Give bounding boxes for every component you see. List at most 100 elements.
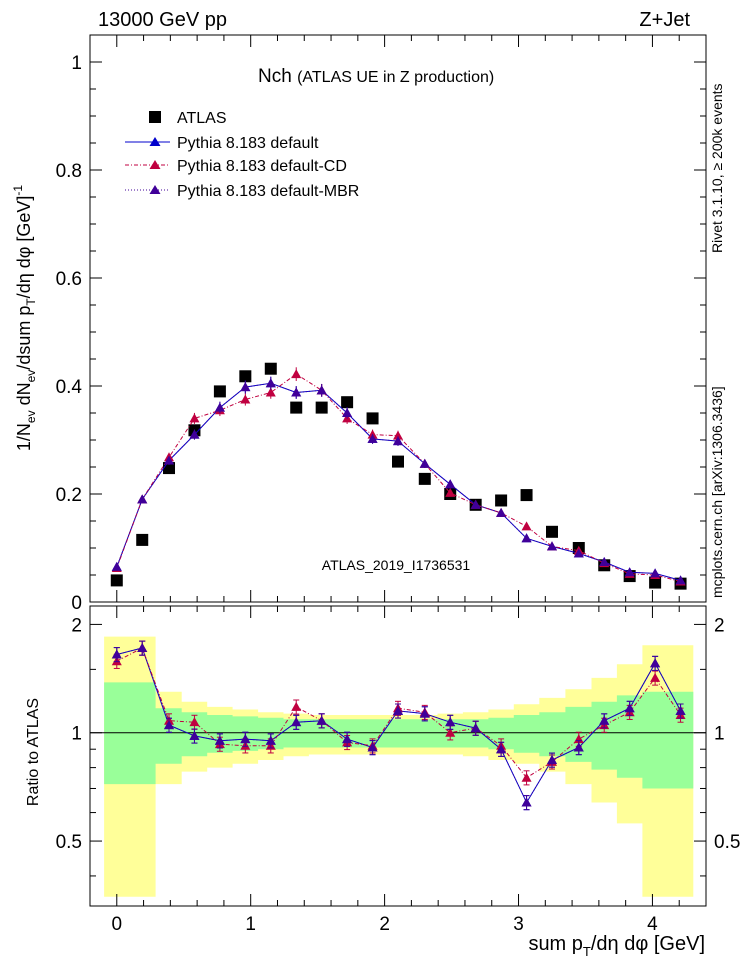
point-mbr <box>599 557 610 567</box>
point-cd <box>189 413 200 423</box>
point-mbr <box>393 436 403 446</box>
legend-item-cd: Pythia 8.183 default-CD <box>125 158 347 175</box>
ratio-point-mbr <box>214 735 225 745</box>
ratio-y-tick-label: 2 <box>71 615 82 636</box>
ratio-point-mbr <box>111 649 122 659</box>
ratio-point-mbr <box>445 717 456 727</box>
energy-label: 13000 GeV pp <box>98 9 227 31</box>
ratio-point-mbr <box>393 705 403 715</box>
ratio-point-mbr <box>137 642 148 652</box>
atlas-point <box>341 396 354 409</box>
ratio-point-mbr <box>573 742 584 752</box>
point-cd <box>445 487 456 497</box>
point-mbr <box>189 429 200 439</box>
legend-label-mbr: Pythia 8.183 default-MBR <box>177 183 359 200</box>
ratio-point-cd <box>291 701 302 711</box>
point-mbr <box>547 541 557 551</box>
point-mbr <box>164 455 175 465</box>
point-mbr <box>521 533 532 543</box>
atlas-point <box>110 574 123 587</box>
point-cd <box>240 394 251 404</box>
point-mbr <box>291 387 302 397</box>
atlas-point <box>366 412 379 425</box>
x-tick-label: 1 <box>245 914 256 935</box>
x-tick-label: 3 <box>513 914 524 935</box>
watermark: ATLAS_2019_I1736531 <box>322 557 471 573</box>
y-tick-label: 1 <box>71 53 82 74</box>
atlas-point <box>213 385 226 398</box>
series-line-cd <box>116 373 681 582</box>
series-line-default <box>116 382 681 581</box>
main-y-axis-label: 1/Nev dNev/dsum pT/dη dφ [GeV]-1 <box>11 185 38 452</box>
ratio-y-tick-label: 1 <box>71 724 82 745</box>
x-tick-label: 0 <box>111 914 122 935</box>
atlas-point <box>264 362 277 375</box>
point-mbr <box>470 499 481 509</box>
point-mbr <box>675 575 686 585</box>
ratio-point-mbr <box>164 720 175 730</box>
atlas-point <box>239 370 252 383</box>
atlas-point <box>392 455 404 468</box>
legend: ATLAS Pythia 8.183 default Pythia 8.183 … <box>125 110 359 200</box>
ratio-point-mbr <box>291 717 302 727</box>
atlas-point <box>136 533 149 546</box>
point-cd <box>521 521 532 531</box>
ratio-point-mbr <box>521 797 532 807</box>
ratio-point-mbr <box>599 715 610 725</box>
ratio-point-mbr <box>470 723 481 733</box>
legend-label-cd: Pythia 8.183 default-CD <box>177 158 347 175</box>
ratio-point-mbr <box>650 658 661 668</box>
ratio-point-cd <box>650 672 661 682</box>
ratio-point-cd <box>445 727 456 737</box>
ratio-y-tick-label-right: 1 <box>714 724 725 745</box>
ratio-point-mbr <box>675 705 686 715</box>
x-axis-label: sum pT/dη dφ [GeV] <box>528 933 705 959</box>
ratio-y-tick-label-right: 2 <box>714 615 725 636</box>
legend-label-default: Pythia 8.183 default <box>177 135 319 152</box>
source-label: mcplots.cern.ch [arXiv:1306.3436] <box>709 386 725 598</box>
atlas-point <box>649 576 662 589</box>
atlas-point <box>495 494 508 507</box>
process-label: Z+Jet <box>639 9 690 31</box>
atlas-point <box>546 525 558 538</box>
atlas-point <box>290 401 303 414</box>
ratio-point-mbr <box>419 708 430 718</box>
uncertainty-band-outer <box>104 636 694 897</box>
point-mbr <box>445 479 456 489</box>
x-tick-label: 4 <box>647 914 658 935</box>
y-tick-label: 0 <box>71 593 82 614</box>
y-tick-label: 0.8 <box>56 161 82 182</box>
y-tick-label: 0.4 <box>56 377 83 398</box>
ratio-y-axis-label: Ratio to ATLAS <box>25 698 42 806</box>
point-cd <box>265 387 276 397</box>
point-mbr <box>342 408 353 417</box>
ratio-point-mbr <box>316 715 327 725</box>
point-mbr <box>367 433 378 443</box>
ratio-point-mbr <box>496 744 507 754</box>
legend-item-mbr: Pythia 8.183 default-MBR <box>125 183 359 200</box>
ratio-point-cd <box>189 717 200 727</box>
y-tick-label: 0.2 <box>56 485 82 506</box>
point-mbr <box>316 385 327 395</box>
point-mbr <box>419 458 430 468</box>
ratio-point-mbr <box>265 735 276 745</box>
point-mbr <box>573 548 584 558</box>
rivet-label: Rivet 3.1.10, ≥ 200k events <box>709 83 725 253</box>
legend-item-atlas: ATLAS <box>149 110 227 127</box>
point-mbr <box>111 561 122 571</box>
x-tick-label: 2 <box>379 914 390 935</box>
point-mbr <box>650 568 661 578</box>
point-cd <box>393 430 403 440</box>
point-cd <box>291 369 302 379</box>
point-mbr <box>214 402 225 412</box>
series-line-mbr <box>116 382 681 581</box>
uncertainty-band-inner <box>104 682 694 789</box>
point-mbr <box>265 378 276 388</box>
legend-item-default: Pythia 8.183 default <box>125 135 319 152</box>
ratio-point-mbr <box>240 734 251 744</box>
legend-label-atlas: ATLAS <box>177 110 227 127</box>
ratio-point-mbr <box>189 730 200 740</box>
ratio-plot-frame <box>89 605 707 907</box>
ratio-y-tick-label: 0.5 <box>56 832 82 853</box>
ratio-point-mbr <box>367 742 378 752</box>
